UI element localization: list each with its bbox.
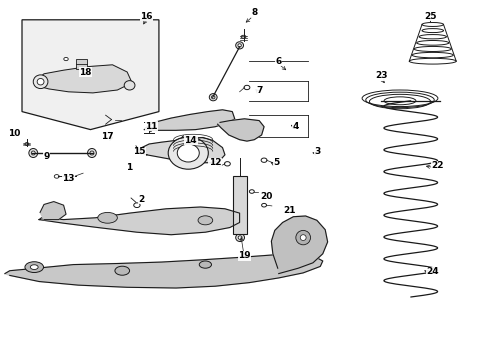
Ellipse shape [139,148,144,153]
Ellipse shape [261,203,266,207]
Ellipse shape [54,175,59,178]
Ellipse shape [235,42,243,49]
Ellipse shape [408,58,455,64]
Ellipse shape [211,96,215,99]
Ellipse shape [63,58,68,61]
Ellipse shape [115,266,129,275]
Ellipse shape [98,212,117,223]
Ellipse shape [182,136,187,140]
Text: 15: 15 [133,148,145,157]
Text: 14: 14 [184,136,197,145]
Ellipse shape [224,162,230,166]
Ellipse shape [25,143,29,145]
Ellipse shape [235,234,244,242]
Ellipse shape [421,29,443,33]
Ellipse shape [87,149,96,158]
Text: 10: 10 [8,129,21,138]
Text: 17: 17 [101,132,114,141]
Ellipse shape [29,149,38,158]
Ellipse shape [199,261,211,268]
Polygon shape [144,110,234,130]
Ellipse shape [241,35,245,38]
Ellipse shape [249,190,254,193]
Ellipse shape [37,78,44,85]
Text: 3: 3 [314,147,320,156]
Ellipse shape [413,46,450,51]
Text: 4: 4 [292,122,299,131]
Text: 5: 5 [273,158,279,167]
Text: 23: 23 [374,71,387,80]
Polygon shape [139,138,224,163]
Ellipse shape [411,53,452,58]
Text: 19: 19 [238,251,250,260]
Ellipse shape [30,265,38,270]
Polygon shape [5,254,322,288]
Ellipse shape [300,235,305,240]
Text: 25: 25 [423,12,436,21]
Ellipse shape [244,85,249,90]
Polygon shape [217,119,264,141]
Text: 7: 7 [255,86,262,95]
Ellipse shape [237,44,241,47]
Ellipse shape [209,94,217,101]
Ellipse shape [384,97,415,105]
Text: 20: 20 [260,192,272,201]
Bar [233,176,246,234]
Ellipse shape [33,75,48,89]
Text: 8: 8 [251,8,257,17]
Ellipse shape [222,117,228,122]
Polygon shape [22,20,159,130]
Text: 24: 24 [426,267,438,276]
Ellipse shape [177,144,199,162]
Text: 6: 6 [275,57,281,66]
Ellipse shape [416,41,448,45]
Ellipse shape [418,35,446,39]
Polygon shape [40,202,66,220]
Text: 11: 11 [145,122,158,131]
Text: 13: 13 [62,174,75,183]
Text: 1: 1 [126,163,132,172]
Polygon shape [39,207,239,235]
Ellipse shape [295,230,310,245]
Ellipse shape [198,216,212,225]
Text: 16: 16 [140,12,153,21]
Bar [76,59,86,69]
Ellipse shape [124,81,135,90]
Ellipse shape [90,151,94,155]
Ellipse shape [421,23,443,27]
Ellipse shape [112,118,117,121]
Ellipse shape [238,236,242,239]
Ellipse shape [168,137,208,169]
Text: 2: 2 [139,194,144,204]
Text: 9: 9 [43,152,50,161]
Text: 12: 12 [208,158,221,167]
Polygon shape [37,65,132,93]
Ellipse shape [31,151,35,155]
Ellipse shape [25,262,43,273]
Ellipse shape [261,158,266,162]
Ellipse shape [133,203,140,207]
Text: 21: 21 [283,206,295,215]
Polygon shape [271,216,327,274]
Text: 22: 22 [430,161,443,170]
Text: 18: 18 [79,68,92,77]
